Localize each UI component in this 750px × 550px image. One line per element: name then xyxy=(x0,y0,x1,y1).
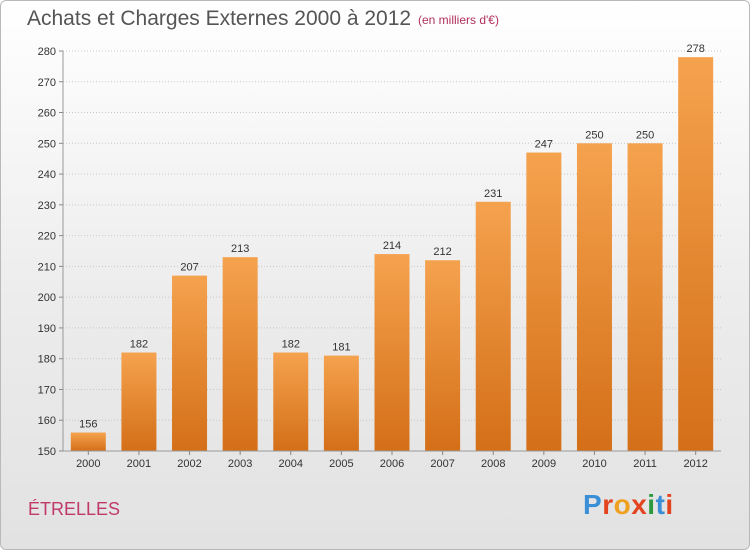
logo-letter: o xyxy=(613,489,632,520)
x-tick-label: 2004 xyxy=(279,458,303,470)
y-tick-label: 250 xyxy=(38,138,56,150)
logo-letter: i xyxy=(647,489,656,520)
bar-2003 xyxy=(222,257,258,451)
y-tick-label: 280 xyxy=(38,46,56,58)
x-tick-label: 2007 xyxy=(430,458,454,470)
value-label: 181 xyxy=(332,342,350,354)
y-tick-label: 170 xyxy=(38,384,56,396)
x-tick-label: 2002 xyxy=(177,458,201,470)
y-tick-label: 150 xyxy=(38,446,56,458)
x-tick-label: 2005 xyxy=(329,458,353,470)
bar-2010 xyxy=(576,143,612,452)
value-label: 213 xyxy=(231,243,249,255)
y-tick-label: 160 xyxy=(38,415,56,427)
logo-letter: x xyxy=(631,489,648,520)
bar-2007 xyxy=(425,260,461,451)
x-axis: 2000 2001 2002 2003 2004 2005 2006 2007 2008 2009… xyxy=(63,450,721,470)
bar-2002 xyxy=(172,275,208,451)
x-tick-label: 2001 xyxy=(127,458,151,470)
proxiti-logo[interactable]: Proxiti xyxy=(583,489,674,521)
x-tick-label: 2008 xyxy=(481,458,505,470)
bar-2008 xyxy=(475,201,511,451)
logo-letter: r xyxy=(602,489,614,520)
logo-letter: t xyxy=(655,489,666,520)
x-tick-label: 2000 xyxy=(76,458,100,470)
value-label: 214 xyxy=(383,240,401,252)
bar-2004 xyxy=(273,352,309,451)
y-tick-label: 270 xyxy=(38,77,56,89)
bar-2012 xyxy=(678,57,714,452)
y-tick-label: 210 xyxy=(38,261,56,273)
x-tick-label: 2003 xyxy=(228,458,252,470)
x-tick-label: 2010 xyxy=(582,458,606,470)
bar-2000 xyxy=(70,432,106,451)
x-tick-label: 2012 xyxy=(683,458,707,470)
commune-name: ÉTRELLES xyxy=(28,499,121,519)
logo-letter: i xyxy=(665,489,674,520)
x-tick-label: 2011 xyxy=(633,458,657,470)
value-label: 278 xyxy=(687,43,705,55)
value-label: 247 xyxy=(535,139,553,151)
y-tick-label: 200 xyxy=(38,292,56,304)
y-tick-label: 260 xyxy=(38,108,56,120)
value-label: 250 xyxy=(636,129,654,141)
value-label: 250 xyxy=(585,129,603,141)
bar-2009 xyxy=(526,152,562,452)
y-tick-label: 230 xyxy=(38,200,56,212)
x-tick-label: 2009 xyxy=(532,458,556,470)
y-tick-label: 180 xyxy=(38,354,56,366)
bar-2001 xyxy=(121,352,157,451)
value-label: 207 xyxy=(180,262,198,274)
value-label: 182 xyxy=(130,339,148,351)
value-label: 231 xyxy=(484,188,502,200)
bar-2005 xyxy=(323,355,359,451)
value-label: 182 xyxy=(282,339,300,351)
logo-letter: P xyxy=(583,489,603,520)
x-tick-label: 2006 xyxy=(380,458,404,470)
y-tick-label: 240 xyxy=(38,169,56,181)
y-tick-label: 190 xyxy=(38,323,56,335)
y-axis: 150 160 170 180 190 200 210 220 230 240 250 260 270 2… xyxy=(38,46,64,458)
y-tick-label: 220 xyxy=(38,231,56,243)
chart-title: Achats et Charges Externes 2000 à 2012 xyxy=(27,7,412,30)
unit-note: (en milliers d'€) xyxy=(418,13,499,27)
bar-2011 xyxy=(627,143,663,452)
value-label: 212 xyxy=(433,246,451,258)
value-label: 156 xyxy=(79,419,97,431)
bar-2006 xyxy=(374,254,410,451)
bars: 156 182 207 213 182 181 214 212 231 247 250 250 278 xyxy=(70,43,714,452)
